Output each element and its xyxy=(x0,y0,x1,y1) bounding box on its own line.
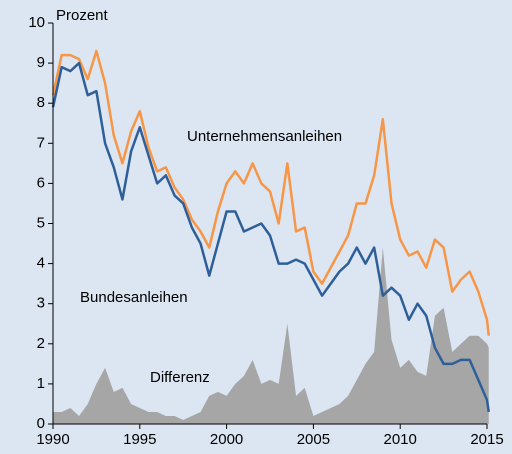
y-tick-label: 2 xyxy=(37,335,45,352)
y-tick-label: 4 xyxy=(37,255,45,272)
y-tick-label: 7 xyxy=(37,134,45,151)
y-tick-label: 1 xyxy=(37,375,45,392)
y-tick-label: 10 xyxy=(28,14,45,31)
series-line xyxy=(51,49,490,336)
y-tick-label: 6 xyxy=(37,174,45,191)
x-tick-label: 2010 xyxy=(384,431,417,448)
x-tick-label: 1990 xyxy=(36,431,69,448)
x-tick-label: 2000 xyxy=(210,431,243,448)
series-line xyxy=(51,61,490,413)
series-label: Differenz xyxy=(150,369,210,386)
difference-area xyxy=(53,247,489,424)
y-tick-label: 9 xyxy=(37,54,45,71)
series-label: Bundesanleihen xyxy=(80,289,188,306)
y-tick-label: 3 xyxy=(37,295,45,312)
series-label: Unternehmensanleihen xyxy=(187,128,342,145)
y-axis-label: Prozent xyxy=(56,7,109,24)
x-tick-label: 1995 xyxy=(123,431,156,448)
x-tick-label: 2015 xyxy=(470,431,503,448)
y-tick-label: 5 xyxy=(37,214,45,231)
x-tick-label: 2005 xyxy=(297,431,330,448)
y-tick-label: 0 xyxy=(37,415,45,432)
y-tick-label: 8 xyxy=(37,94,45,111)
